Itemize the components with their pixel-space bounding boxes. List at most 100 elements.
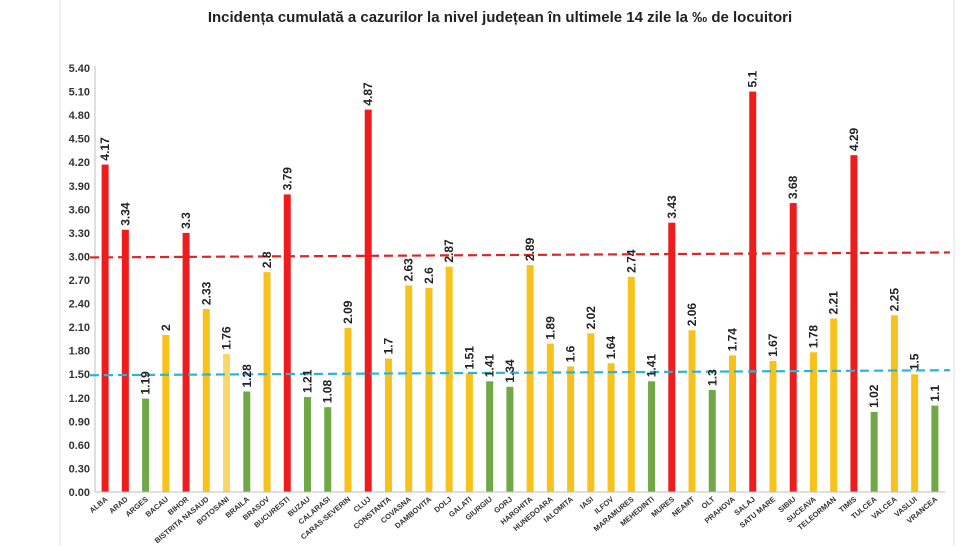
y-tick-label: 1.20: [69, 393, 90, 405]
data-label: 4.17: [98, 137, 112, 161]
bar: [627, 276, 635, 492]
data-label: 1.64: [604, 336, 618, 360]
y-tick-label: 1.50: [69, 369, 90, 381]
bar: [101, 164, 109, 493]
data-label: 2: [159, 324, 173, 331]
bar: [243, 391, 251, 492]
bar: [708, 389, 716, 492]
y-tick-label: 3.60: [69, 204, 90, 216]
data-label: 4.29: [847, 127, 861, 151]
bar: [911, 374, 919, 492]
bar: [931, 405, 939, 492]
y-tick-label: 3.00: [69, 251, 90, 263]
bar: [648, 381, 656, 492]
bars-group: [101, 91, 939, 493]
bar: [729, 355, 736, 492]
y-tick-label: 0.60: [69, 440, 90, 452]
data-label: 1.08: [321, 380, 335, 404]
y-tick-label: 2.40: [69, 299, 90, 311]
bar: [769, 360, 777, 492]
data-label: 3.34: [118, 202, 132, 226]
data-label: 1.78: [806, 325, 820, 349]
bar: [870, 411, 878, 492]
y-tick-label: 5.40: [69, 63, 90, 75]
bar: [324, 407, 332, 492]
y-tick-label: 3.90: [69, 181, 90, 193]
data-label: 5.1: [746, 71, 760, 88]
data-label: 1.6: [564, 345, 578, 362]
data-label: 1.02: [867, 384, 881, 408]
bar: [304, 396, 311, 492]
bar: [668, 222, 676, 492]
data-label: 2.33: [199, 281, 213, 305]
threshold-lines: [89, 251, 951, 377]
data-label: 1.67: [766, 333, 780, 357]
bar: [344, 327, 352, 492]
data-label: 1.89: [543, 316, 557, 340]
y-tick-label: 0.90: [69, 416, 90, 428]
bar: [607, 363, 615, 492]
data-label: 1.28: [240, 364, 254, 388]
data-label: 3.43: [665, 195, 679, 219]
y-tick-label: 2.70: [69, 275, 90, 287]
data-label: 1.19: [139, 371, 153, 395]
bar: [364, 109, 372, 493]
data-label: 2.74: [624, 249, 638, 273]
bar: [445, 266, 453, 492]
data-label: 1.1: [928, 385, 942, 402]
data-labels-group: 4.17 3.34 1.19 2 3.3 2.33 1.76 1.28 2.8 3.79 1.21 1…: [98, 71, 942, 408]
data-label: 1.3: [705, 369, 719, 386]
data-label: 3.68: [786, 175, 800, 199]
y-tick-label: 0.30: [69, 463, 90, 475]
data-label: 2.09: [341, 300, 355, 324]
data-label: 2.6: [422, 267, 436, 284]
data-label: 3.3: [179, 212, 193, 229]
bar: [546, 343, 554, 492]
data-label: 1.41: [645, 354, 659, 378]
data-label: 2.87: [442, 239, 456, 263]
bar: [182, 232, 190, 492]
bar: [486, 381, 494, 492]
data-label: 2.25: [887, 288, 901, 312]
data-label: 2.06: [685, 303, 699, 327]
data-label: 1.7: [381, 338, 395, 355]
chart-title: Incidența cumulată a cazurilor la nivel …: [208, 9, 792, 26]
data-label: 1.74: [726, 328, 740, 352]
bar: [405, 285, 413, 492]
data-label: 1.41: [483, 354, 497, 378]
y-tick-label: 4.80: [69, 110, 90, 122]
data-label: 1.76: [220, 326, 234, 350]
y-tick-label: 1.80: [69, 346, 90, 358]
data-label: 2.02: [584, 306, 598, 330]
bar: [121, 229, 129, 492]
bar: [688, 330, 696, 492]
data-label: 3.79: [280, 167, 294, 191]
bar: [384, 358, 392, 492]
data-label: 1.34: [503, 359, 517, 383]
data-label: 2.21: [827, 291, 841, 315]
y-tick-label: 4.50: [69, 134, 90, 146]
bar: [142, 398, 150, 492]
data-label: 4.87: [361, 82, 375, 106]
y-tick-label: 3.30: [69, 228, 90, 240]
bar: [749, 91, 757, 493]
bar: [283, 194, 291, 493]
bar: [567, 366, 575, 492]
bar: [223, 353, 231, 492]
bar: [526, 265, 534, 492]
y-tick-label: 2.10: [69, 322, 90, 334]
y-axis: 0.00 0.30 0.60 0.90 1.20 1.50 1.80 2.10 2.40 2.70…: [69, 63, 96, 499]
data-label: 2.8: [260, 251, 274, 268]
y-tick-label: 0.00: [69, 487, 90, 499]
bar: [789, 203, 797, 492]
threshold-line-red: [89, 251, 951, 259]
threshold-line-blue: [89, 369, 951, 377]
bar: [506, 386, 514, 492]
bar: [890, 315, 898, 492]
data-label: 2.63: [402, 258, 416, 282]
data-label: 2.89: [523, 237, 537, 261]
bar: [425, 287, 433, 492]
bar: [809, 352, 817, 492]
